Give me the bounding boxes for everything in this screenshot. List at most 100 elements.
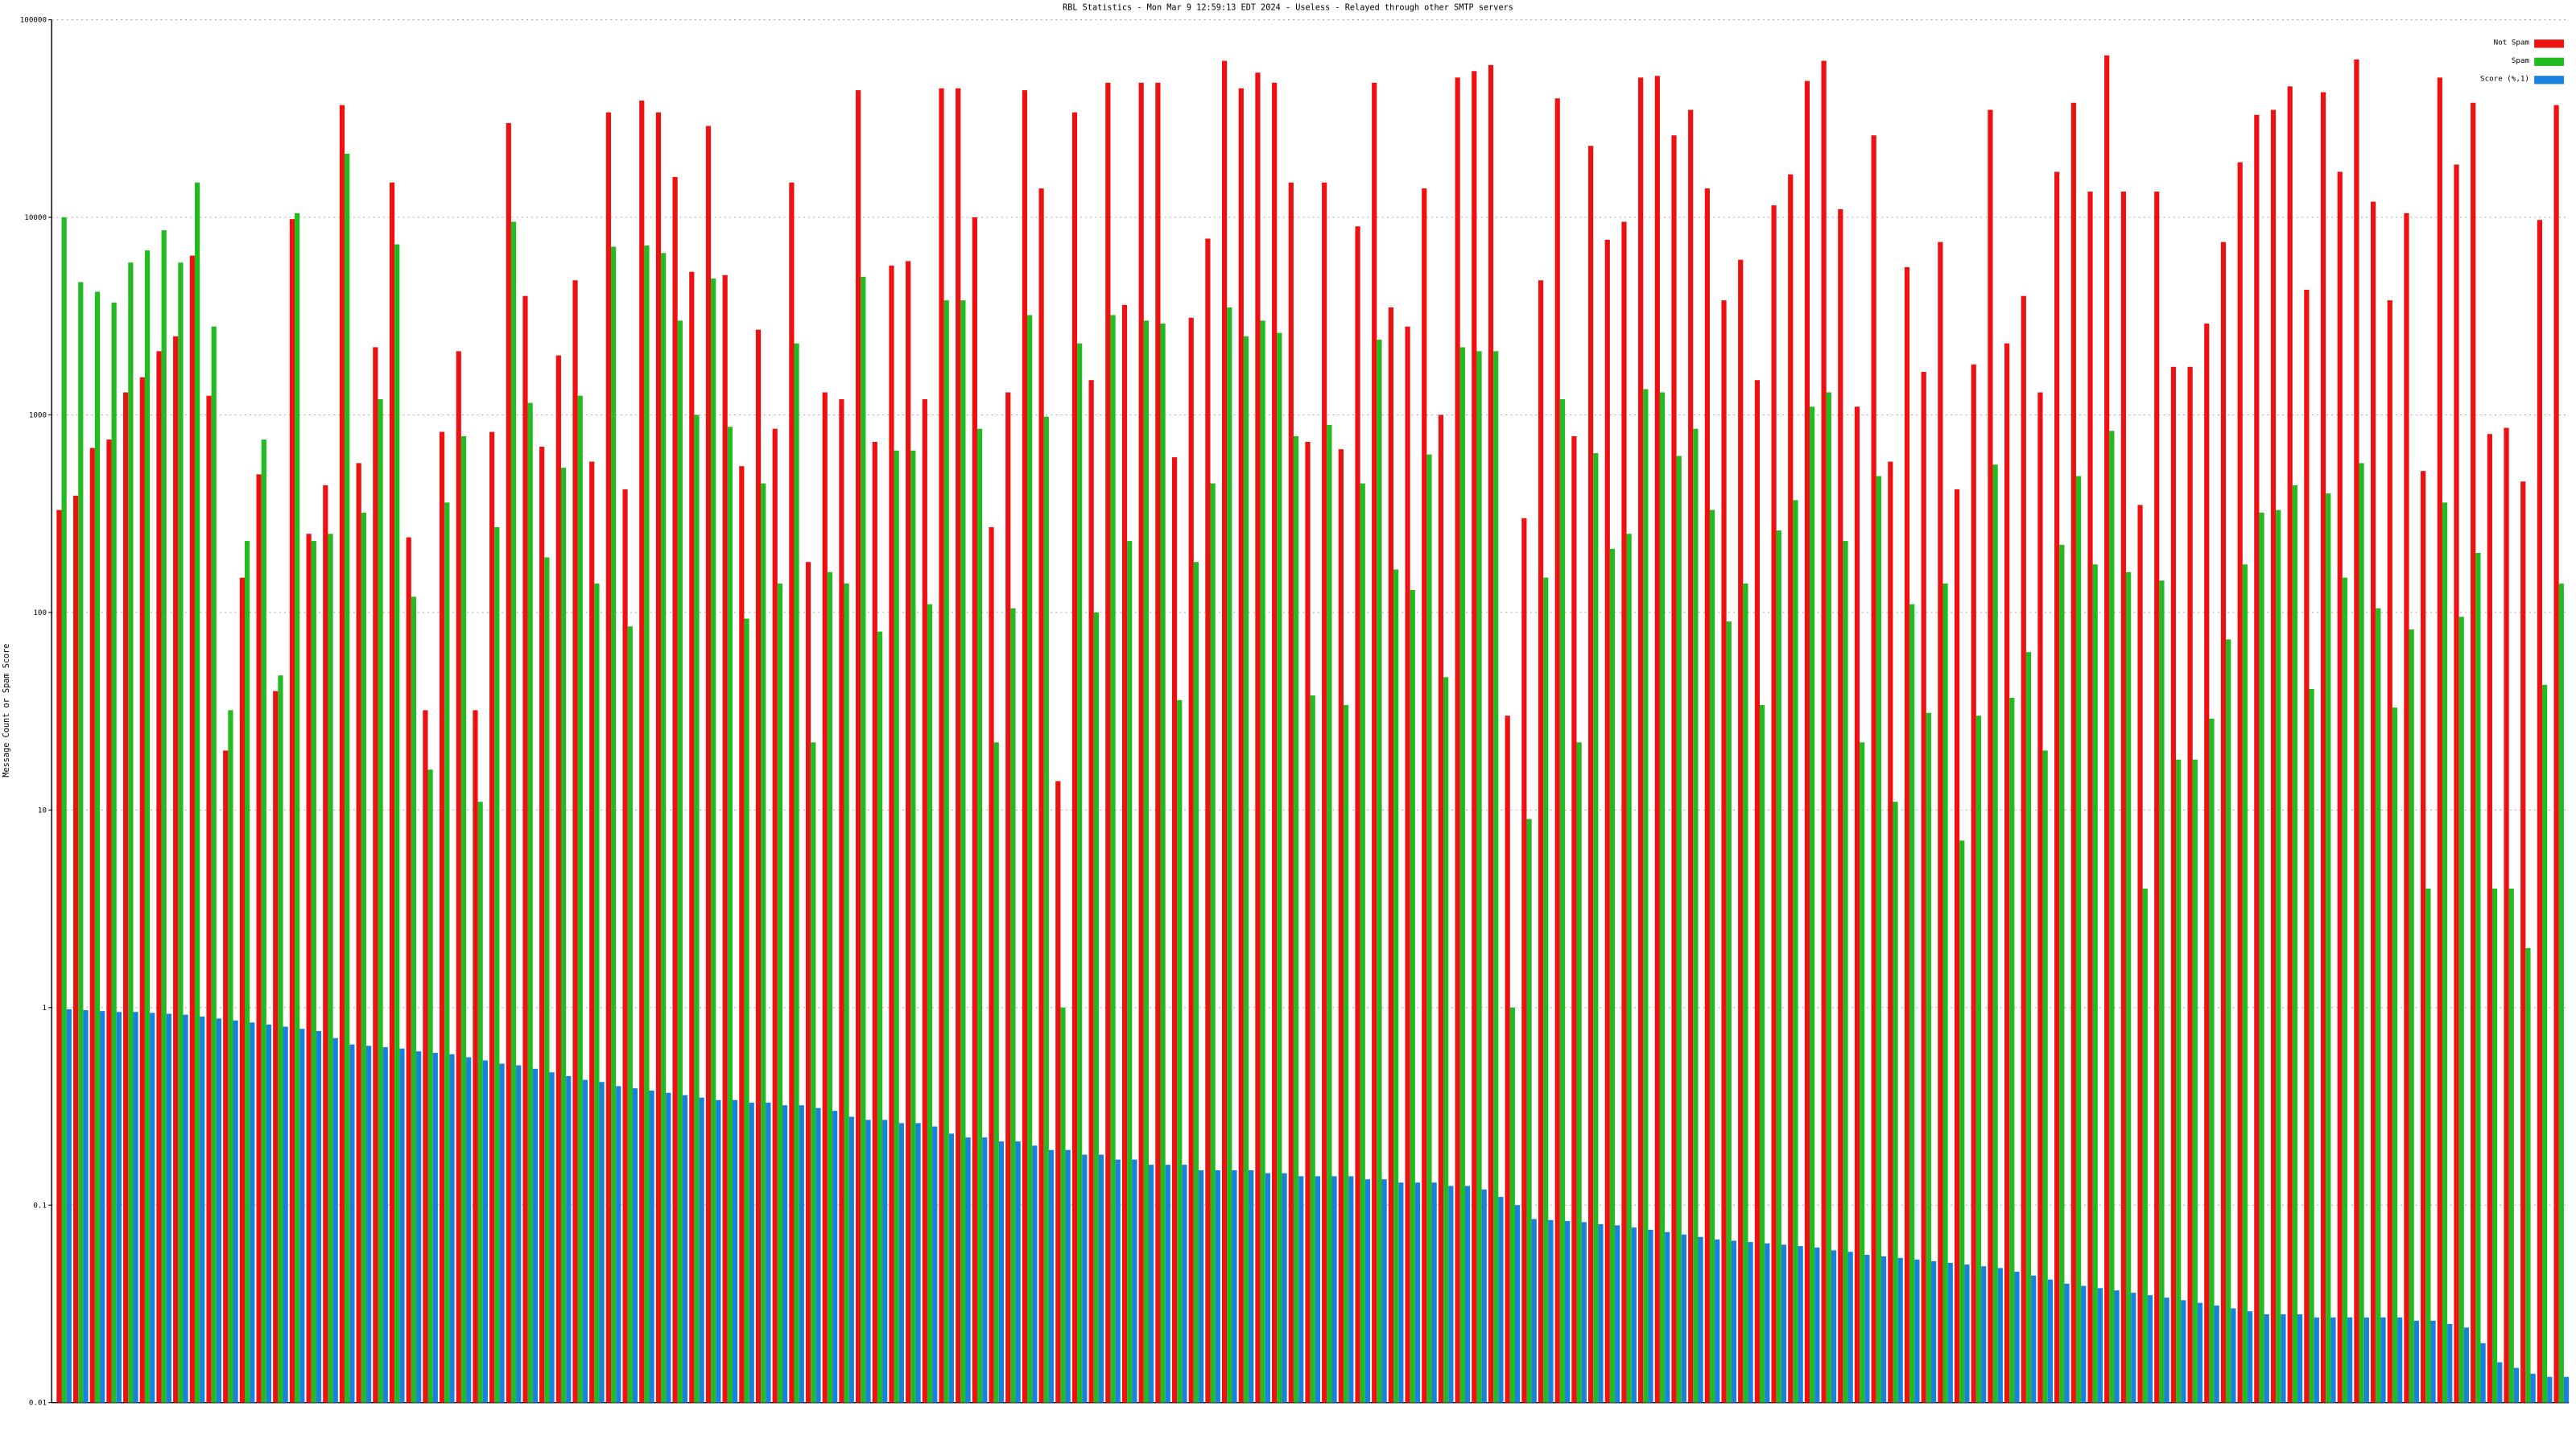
bar [1065, 1149, 1071, 1403]
bar [744, 618, 749, 1403]
bar [2070, 102, 2076, 1403]
bar [2009, 697, 2015, 1403]
bar [1864, 1255, 1870, 1403]
bar [1088, 380, 1094, 1403]
bar [761, 483, 766, 1403]
bar [2014, 1271, 2020, 1403]
bar [2342, 577, 2348, 1403]
bar [1793, 500, 1798, 1403]
bar [111, 302, 117, 1403]
bar [539, 447, 545, 1403]
bar [477, 802, 483, 1403]
bar [1015, 1141, 1021, 1403]
bar [295, 212, 300, 1403]
bar [1315, 1176, 1321, 1403]
bar [1621, 221, 1627, 1403]
bar [1847, 1252, 1853, 1403]
bar [1448, 1186, 1454, 1403]
bar [599, 1082, 605, 1403]
bar [2547, 1376, 2553, 1403]
bar [2259, 512, 2264, 1403]
bar [411, 596, 417, 1403]
bar [2081, 1285, 2087, 1403]
bar [2530, 1373, 2536, 1403]
bar [1715, 1239, 1720, 1403]
bar [1781, 1244, 1787, 1403]
bar [2471, 102, 2476, 1403]
bar [173, 336, 179, 1403]
bar [666, 1092, 671, 1403]
bar [639, 100, 645, 1403]
bar [1643, 389, 1649, 1403]
bar [2363, 1317, 2369, 1403]
bar [2087, 192, 2093, 1403]
bar [1743, 584, 1748, 1403]
bar [339, 105, 345, 1403]
bar [627, 626, 633, 1403]
bar [323, 485, 328, 1403]
bar [1398, 1182, 1404, 1403]
bar [2226, 639, 2231, 1403]
bar [239, 577, 246, 1403]
bar [848, 1116, 854, 1403]
bar [1587, 146, 1594, 1403]
bar [349, 1044, 355, 1403]
bar [2563, 1376, 2570, 1403]
bar [2170, 366, 2177, 1403]
bar [777, 584, 783, 1403]
legend-label: Spam [2512, 56, 2530, 65]
y-tick-label: 100000 [20, 16, 47, 25]
bar [1265, 1173, 1270, 1403]
bar [632, 1088, 638, 1403]
bar [1681, 1234, 1687, 1403]
bar [1293, 435, 1299, 1403]
bar [1121, 304, 1128, 1403]
bar [506, 122, 511, 1403]
bar [494, 527, 500, 1403]
bar [722, 274, 728, 1403]
bar [555, 355, 561, 1403]
bar [128, 262, 134, 1403]
bar [1959, 840, 1965, 1403]
bar [2437, 77, 2442, 1403]
bar [416, 1051, 422, 1403]
bar [283, 1026, 288, 1403]
bar [2131, 1293, 2136, 1403]
bar [716, 1099, 721, 1403]
bar [2159, 580, 2165, 1403]
bar [822, 392, 828, 1403]
bar [1331, 1176, 1337, 1403]
bar [456, 351, 461, 1403]
bar [1410, 589, 1415, 1403]
bar [2497, 1362, 2503, 1403]
bar [582, 1079, 588, 1403]
bar [2421, 471, 2426, 1403]
bar [1514, 1205, 1521, 1403]
bar [1343, 704, 1349, 1403]
bar [799, 1105, 804, 1403]
bar [2092, 564, 2098, 1403]
y-tick-label: 100 [33, 608, 47, 617]
bar [216, 1018, 222, 1403]
bar [610, 246, 617, 1403]
bar [2442, 502, 2448, 1403]
bar [466, 1057, 472, 1403]
bar [877, 631, 883, 1403]
bar [183, 1014, 188, 1403]
bar [2209, 718, 2215, 1403]
bar [910, 450, 916, 1403]
bar [2309, 688, 2314, 1403]
bar [2042, 750, 2048, 1403]
bar [2125, 571, 2132, 1403]
bar [1897, 1257, 1903, 1403]
bar [1609, 548, 1616, 1403]
bar [1022, 90, 1028, 1403]
bar [2270, 109, 2277, 1403]
bar [311, 541, 316, 1403]
bar [865, 1120, 871, 1403]
y-tick-label: 0.1 [33, 1201, 47, 1210]
bar [2487, 434, 2492, 1403]
bar [1481, 1189, 1487, 1403]
bar [83, 1010, 89, 1403]
